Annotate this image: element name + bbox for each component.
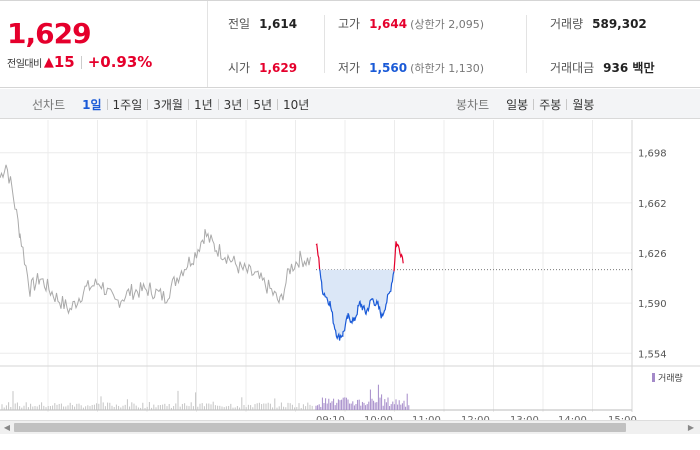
period-1d[interactable]: 1일 bbox=[82, 98, 102, 112]
y-tick-label: 1,554 bbox=[638, 349, 667, 360]
stat-value: 589,302 bbox=[592, 16, 647, 31]
stat-sub: (상한가 2,095) bbox=[410, 17, 484, 31]
change-label: 전일대비 bbox=[7, 58, 42, 70]
scroll-thumb[interactable] bbox=[14, 423, 626, 432]
today-price-line bbox=[393, 241, 404, 272]
stat-label: 저가 bbox=[338, 61, 361, 75]
candle-chart-title: 봉차트 bbox=[456, 98, 490, 112]
period-1w[interactable]: 1주일 bbox=[112, 98, 143, 112]
y-tick-label: 1,590 bbox=[638, 299, 667, 310]
volume-bars bbox=[1, 384, 410, 410]
period-10y[interactable]: 10년 bbox=[283, 98, 310, 112]
stat-value: 1,614 bbox=[259, 16, 298, 31]
chart-scrollbar[interactable]: ◀ ▶ bbox=[0, 420, 700, 434]
divider bbox=[106, 99, 108, 110]
divider bbox=[217, 99, 219, 110]
period-3m[interactable]: 3개월 bbox=[153, 98, 183, 112]
divider bbox=[247, 99, 249, 110]
scroll-left-icon[interactable]: ◀ bbox=[3, 423, 11, 432]
today-price-line bbox=[319, 269, 395, 341]
line-chart-periods: 선차트 1일 1주일 3개월 1년 3년 5년 10년 bbox=[32, 96, 314, 113]
volume-legend: 거래량 bbox=[652, 372, 683, 384]
divider bbox=[566, 99, 568, 110]
candle-chart-periods: 봉차트 일봉 주봉 월봉 bbox=[456, 96, 599, 113]
y-tick-label: 1,662 bbox=[638, 199, 667, 210]
chart-series bbox=[0, 164, 632, 341]
stat-label: 거래량 bbox=[550, 17, 584, 31]
stat-label: 고가 bbox=[338, 17, 361, 31]
divider bbox=[526, 15, 527, 73]
down-area-fill bbox=[316, 269, 404, 341]
chart-toolbar: 선차트 1일 1주일 3개월 1년 3년 5년 10년 봉차트 일봉 주봉 월봉 bbox=[0, 89, 700, 119]
period-monthly[interactable]: 월봉 bbox=[572, 98, 595, 112]
stat-low: 저가 1,560 (하한가 1,130) bbox=[338, 46, 484, 89]
divider bbox=[187, 99, 189, 110]
footer-space bbox=[0, 434, 700, 450]
divider bbox=[277, 99, 279, 110]
period-daily[interactable]: 일봉 bbox=[506, 98, 529, 112]
scroll-right-icon[interactable]: ▶ bbox=[687, 423, 695, 432]
stat-volume: 거래량 589,302 bbox=[550, 2, 647, 45]
change-percent: +0.93% bbox=[87, 53, 153, 71]
period-1y[interactable]: 1년 bbox=[193, 98, 213, 112]
stat-high: 고가 1,644 (상한가 2,095) bbox=[338, 2, 484, 45]
stat-amount: 거래대금 936 백만 bbox=[550, 46, 654, 89]
period-5y[interactable]: 5년 bbox=[253, 98, 273, 112]
y-tick-label: 1,698 bbox=[638, 149, 667, 160]
line-chart-title: 선차트 bbox=[32, 98, 66, 112]
period-weekly[interactable]: 주봉 bbox=[539, 98, 562, 112]
stat-prev-close: 전일 1,614 bbox=[228, 2, 297, 45]
volume-legend-label: 거래량 bbox=[658, 372, 683, 384]
stat-value: 1,629 bbox=[259, 60, 298, 75]
stat-label: 거래대금 bbox=[550, 61, 595, 75]
up-arrow-icon: ▲ bbox=[43, 54, 54, 70]
divider bbox=[147, 99, 149, 110]
y-axis-labels: 1,698 1,662 1,626 1,590 1,554 bbox=[638, 149, 667, 361]
divider bbox=[80, 55, 82, 69]
change-value: 15 bbox=[53, 53, 75, 71]
y-tick-label: 1,626 bbox=[638, 249, 667, 260]
chart-grid bbox=[0, 120, 700, 412]
stat-label: 전일 bbox=[228, 17, 251, 31]
quote-panel: 1,629 전일대비 ▲ 15 +0.93% 전일 1,614 시가 1,629… bbox=[0, 0, 700, 88]
stat-open: 시가 1,629 bbox=[228, 46, 297, 89]
today-price-line bbox=[315, 243, 321, 270]
stat-label: 시가 bbox=[228, 61, 251, 75]
stat-value: 1,644 bbox=[369, 16, 408, 31]
stat-sub: (하한가 1,130) bbox=[410, 61, 484, 75]
volume-legend-swatch bbox=[652, 373, 655, 382]
current-price: 1,629 bbox=[7, 17, 92, 50]
previous-day-line bbox=[0, 164, 311, 315]
stat-value: 1,560 bbox=[369, 60, 408, 75]
stats-grid: 전일 1,614 시가 1,629 고가 1,644 (상한가 2,095) 저… bbox=[210, 1, 700, 87]
divider bbox=[533, 99, 535, 110]
divider bbox=[324, 15, 325, 73]
period-3y[interactable]: 3년 bbox=[223, 98, 243, 112]
change-row: 전일대비 ▲ 15 +0.93% bbox=[7, 53, 152, 71]
price-box: 1,629 전일대비 ▲ 15 +0.93% bbox=[0, 1, 208, 87]
stat-value: 936 백만 bbox=[603, 61, 655, 75]
